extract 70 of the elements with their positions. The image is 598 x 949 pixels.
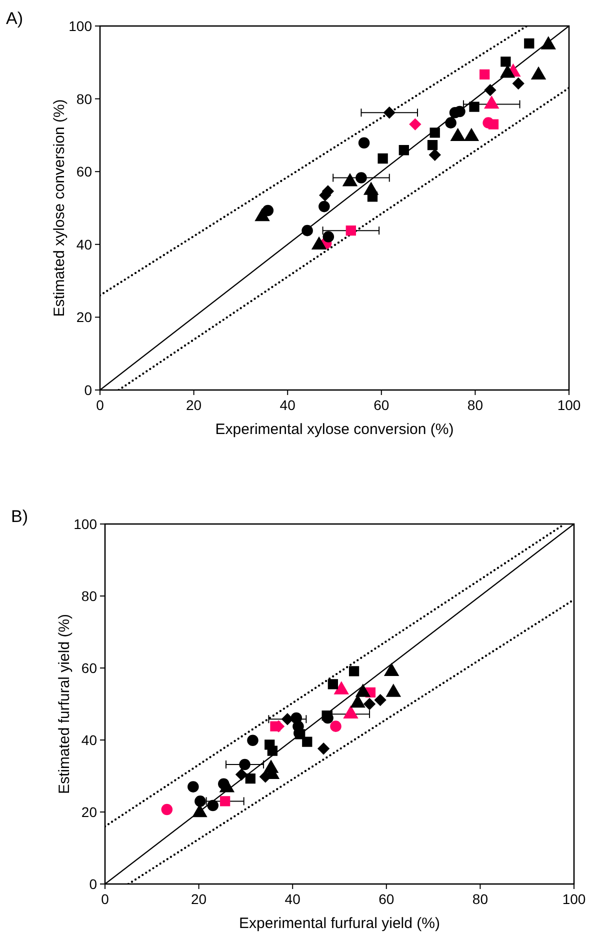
point (469, 102, 480, 112)
point (409, 118, 422, 130)
point (484, 84, 496, 96)
y-tick-label: 20 (76, 309, 92, 326)
x-tick-label: 80 (467, 397, 484, 413)
x-tick-label: 100 (557, 397, 581, 413)
point (384, 106, 396, 118)
point (188, 781, 199, 792)
point (220, 796, 230, 806)
chart-title: A) (6, 9, 23, 28)
x-tick-label: 100 (562, 891, 586, 907)
y-tick-label: 40 (76, 236, 92, 252)
point (236, 768, 248, 780)
point (267, 746, 278, 756)
point (318, 742, 330, 754)
x-tick-label: 60 (378, 891, 394, 907)
point (245, 773, 256, 784)
y-tick-label: 80 (76, 90, 92, 107)
point (161, 804, 173, 816)
x-tick-label: 40 (280, 397, 296, 413)
point (427, 140, 438, 150)
x-tick-label: 80 (472, 891, 488, 907)
point (328, 679, 338, 690)
point (358, 137, 370, 148)
point (346, 225, 356, 236)
point (247, 734, 258, 746)
point (524, 38, 534, 49)
point (239, 758, 250, 770)
point (367, 192, 378, 202)
x-tick-label: 40 (284, 891, 301, 907)
y-tick-label: 80 (81, 588, 98, 604)
x-axis-title: Experimental furfural yield (%) (239, 915, 440, 932)
point (302, 736, 312, 747)
y-tick-label: 0 (84, 382, 92, 398)
y-tick-label: 20 (81, 804, 98, 820)
point (282, 713, 294, 725)
point (356, 172, 367, 184)
point (302, 224, 313, 236)
x-tick-label: 0 (101, 891, 110, 907)
point (318, 200, 330, 212)
point (445, 117, 456, 128)
point (512, 78, 524, 90)
point (364, 698, 376, 710)
x-tick-label: 60 (374, 397, 390, 413)
x-tick-label: 20 (191, 891, 207, 907)
x-tick-label: 20 (186, 397, 202, 413)
y-axis-title: Estimated xylose conversion (%) (51, 99, 68, 317)
point (480, 69, 490, 80)
y-tick-label: 0 (89, 876, 98, 892)
y-tick-label: 100 (68, 18, 92, 34)
point (430, 128, 440, 138)
y-tick-label: 60 (76, 164, 92, 180)
point (429, 149, 441, 161)
point (378, 153, 388, 164)
y-axis-title: Estimated furfural yield (%) (56, 614, 73, 794)
point (374, 694, 386, 706)
y-tick-label: 40 (81, 732, 98, 748)
point (194, 796, 206, 807)
point (500, 56, 511, 67)
point (330, 720, 342, 732)
y-tick-label: 60 (81, 660, 98, 676)
point (270, 721, 280, 732)
point (482, 117, 494, 128)
point (207, 800, 219, 812)
x-axis-title: Experimental xylose conversion (%) (215, 421, 454, 438)
point (398, 145, 409, 156)
point (348, 666, 360, 676)
chart-title: B) (11, 507, 28, 526)
y-tick-label: 100 (74, 516, 98, 532)
point (322, 231, 334, 242)
